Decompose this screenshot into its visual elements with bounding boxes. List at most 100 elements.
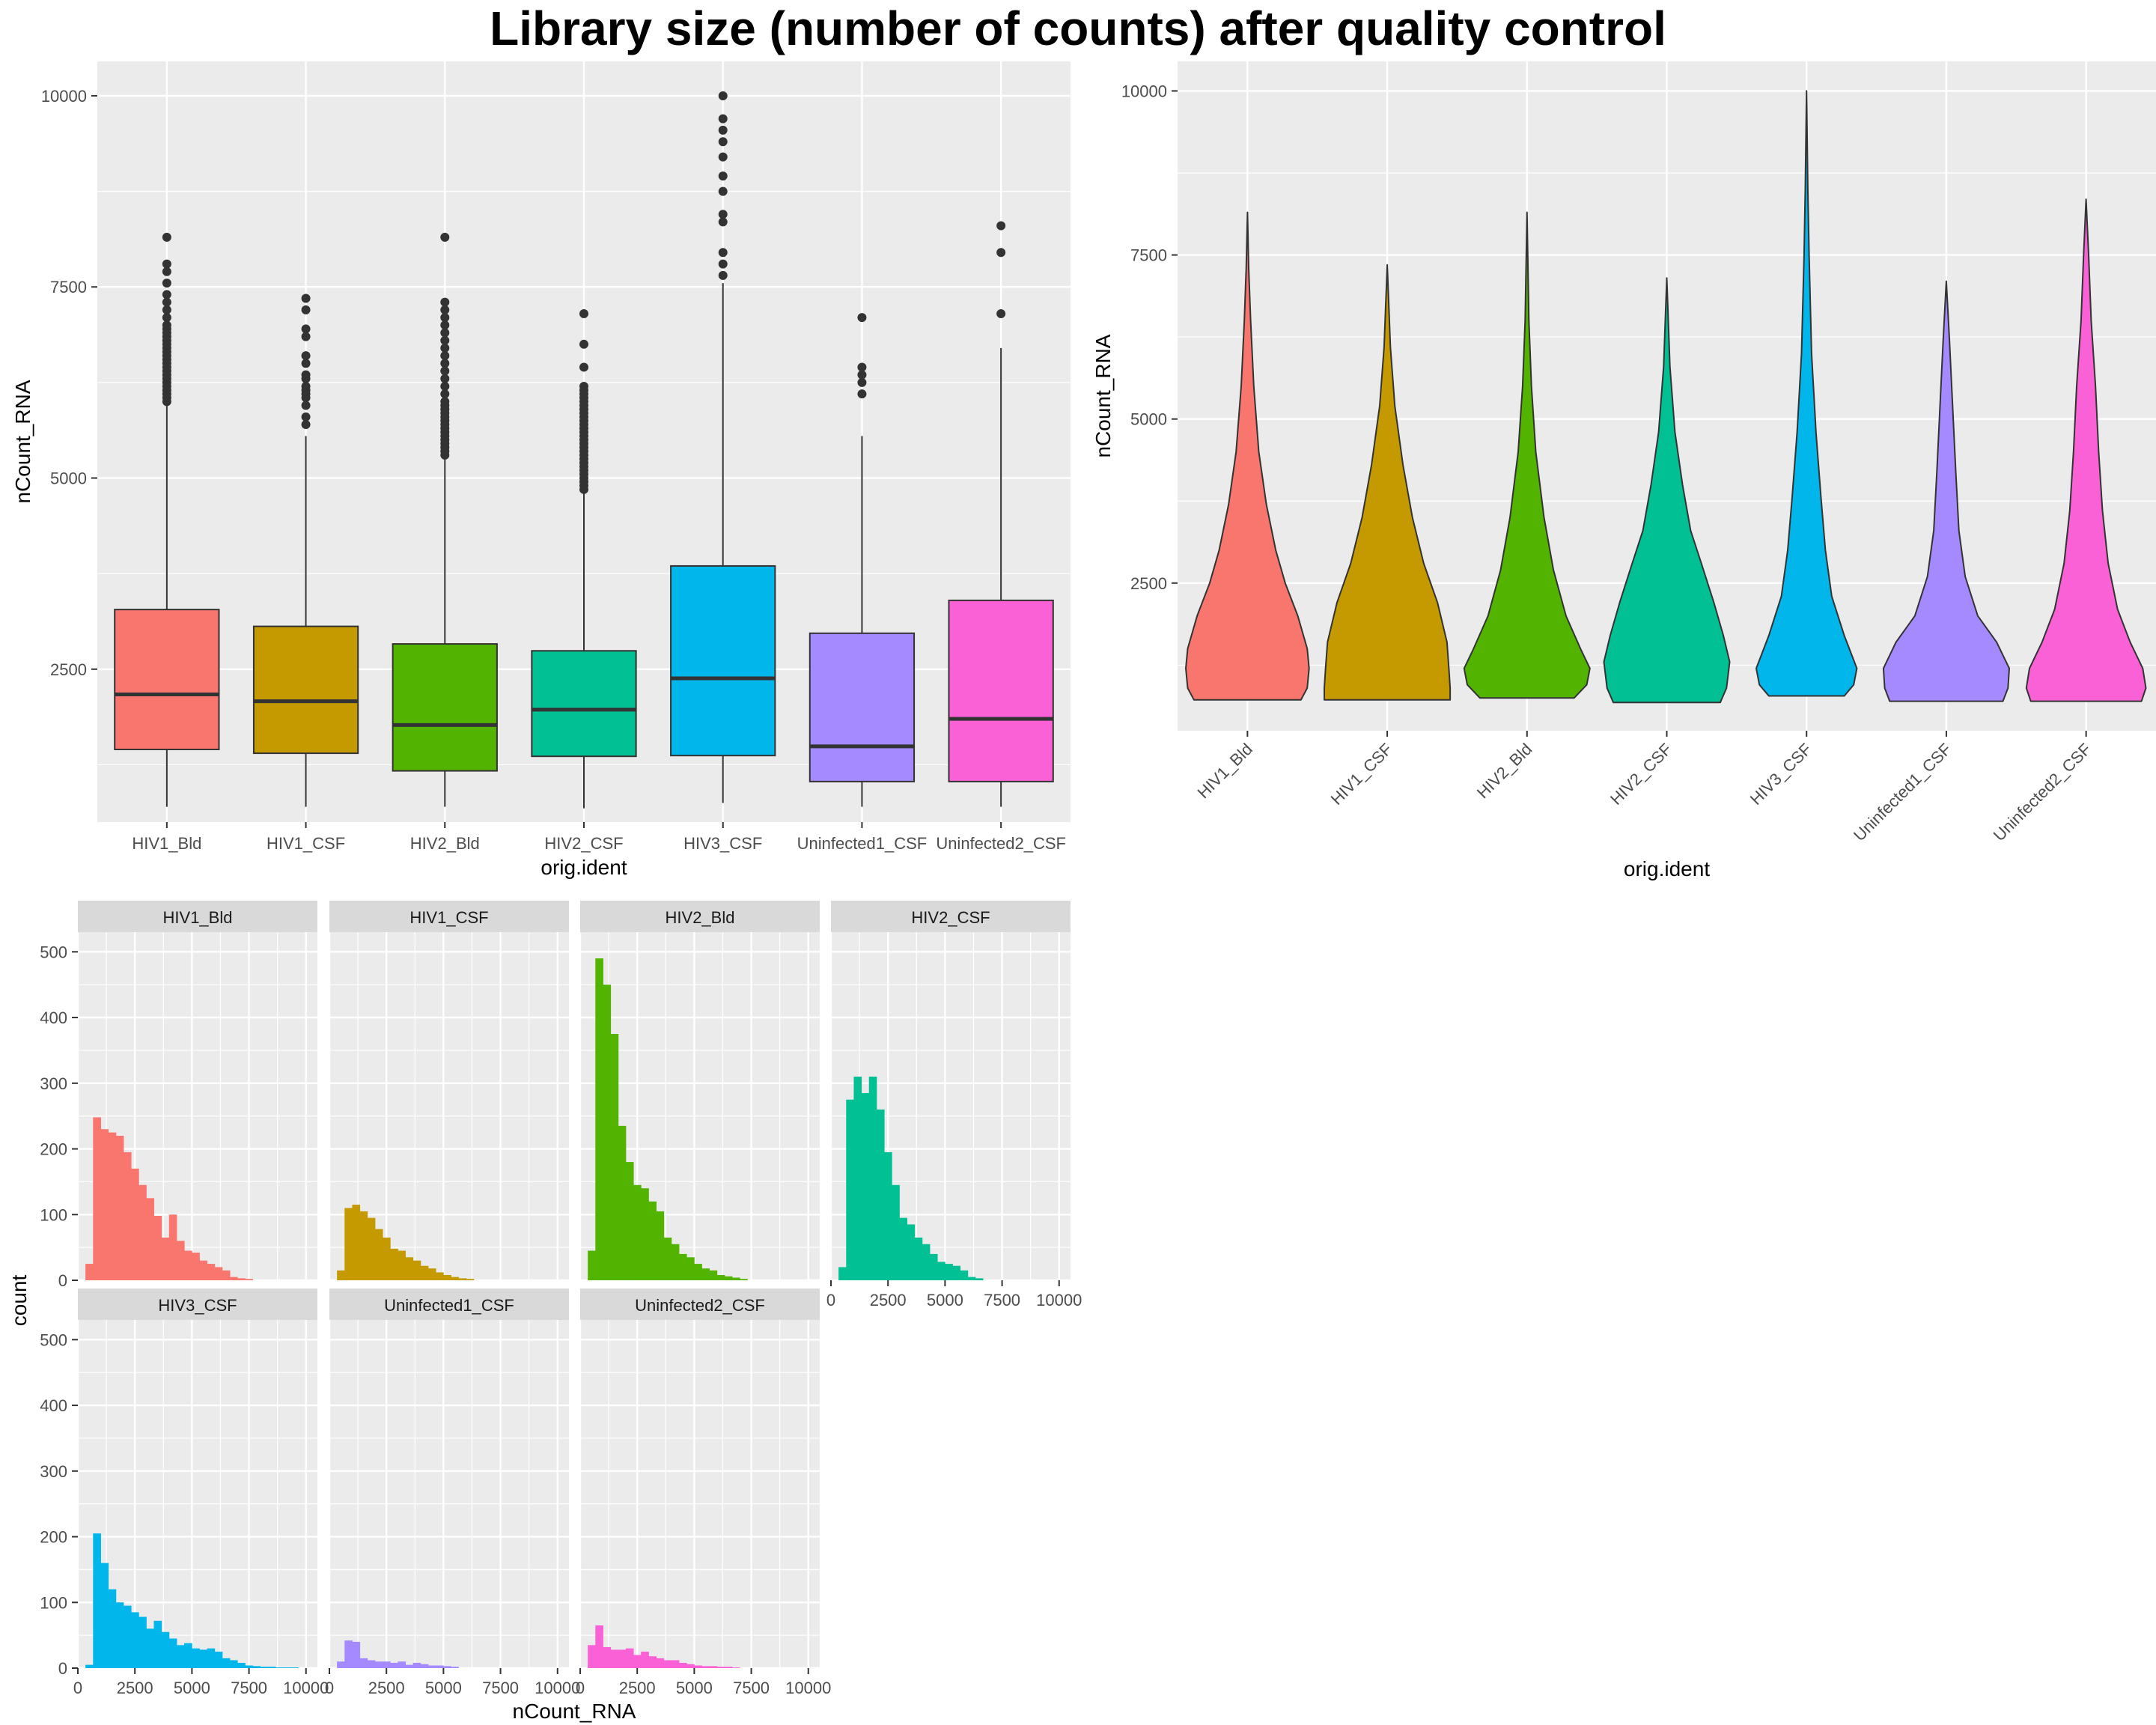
histogram-bar [937,1262,945,1280]
histogram-bar [207,1648,216,1668]
histogram-bar [975,1278,984,1280]
x-tick-label: HIV2_Bld [1473,740,1535,802]
x-tick-label: Uninfected2_CSF [1990,740,2095,845]
outlier-point [301,381,311,391]
facet-strip [78,901,317,932]
x-tick-label: 7500 [733,1679,770,1697]
histogram-bar [374,1229,383,1280]
violin-Uninfected2_CSF [2025,198,2147,702]
histogram-bar [245,1665,253,1668]
histogram-bar [436,1272,444,1280]
histogram-bar [686,1664,695,1668]
outlier-point [301,370,311,380]
histogram-bar [344,1640,353,1668]
histogram-bar [115,1135,124,1280]
x-tick-label: HIV3_CSF [683,834,762,853]
outlier-point [718,270,728,280]
x-tick-label: HIV2_CSF [544,834,623,853]
y-tick-label: 300 [40,1462,67,1481]
histogram-bar [138,1184,147,1280]
histogram-bar [861,1092,870,1280]
outlier-point [440,359,450,368]
y-tick-label: 2500 [1130,574,1167,593]
facet-strip [831,901,1071,932]
histogram-bar [222,1658,231,1668]
histogram-bar [633,1655,642,1668]
histogram-bar [192,1253,200,1280]
histogram-bar [648,1656,657,1668]
x-tick-label: HIV1_CSF [1327,740,1396,809]
histogram-bar [451,1277,460,1280]
y-axis-label: nCount_RNA [11,380,34,503]
box-Uninfected1_CSF [808,632,916,782]
x-tick-label: 10000 [785,1679,831,1697]
x-tick-label: HIV3_CSF [1747,740,1815,809]
histogram-bar [237,1278,246,1280]
outlier-point [440,328,450,338]
histogram-bar [192,1648,200,1668]
histogram-bar [678,1253,687,1280]
histogram-bar [588,1250,596,1280]
histogram-bar [359,1211,368,1280]
histogram-bar [229,1660,238,1668]
x-tick-label: 7500 [984,1291,1020,1309]
x-tick-label: HIV2_Bld [410,834,480,853]
y-tick-label: 5000 [50,469,87,488]
y-tick-label: 400 [40,1008,67,1027]
histogram-bar [922,1244,931,1280]
violin-HIV3_CSF [1755,90,1858,697]
histogram-bar [451,1667,460,1668]
histogram-bar [420,1664,429,1668]
violin-Uninfected1_CSF [1882,280,2010,702]
histogram-bar [412,1662,421,1668]
histogram-bar [176,1241,185,1280]
histogram-bar [671,1660,680,1668]
x-tick-label: 0 [73,1679,82,1697]
histogram-bar [146,1198,154,1280]
histogram-bar [641,1188,649,1280]
x-tick-label: 2500 [117,1679,153,1697]
x-tick-label: Uninfected1_CSF [797,834,928,853]
y-tick-label: 300 [40,1074,67,1093]
histogram-bar [656,1658,665,1668]
x-tick-label: 5000 [425,1679,462,1697]
histogram-bar [214,1652,223,1668]
histogram-bar [853,1077,862,1280]
histogram-bar [443,1274,451,1280]
histogram-bar [427,1665,436,1668]
histogram-bar [100,1129,109,1280]
outlier-point [718,91,728,100]
y-tick-label: 10000 [1121,82,1167,100]
facet-Uninfected1_CSF: Uninfected1_CSF 0 2500 5000 7500 10000 [325,1289,580,1697]
x-tick-label: 0 [826,1291,835,1309]
histogram-bar [420,1265,429,1280]
figure-title: Library size (number of counts) after qu… [490,1,1666,55]
histogram-bar [176,1645,185,1668]
outlier-point [857,313,867,323]
histogram-bar [724,1667,733,1668]
histogram-bar [108,1589,117,1668]
outlier-point [440,320,450,330]
outlier-point [996,221,1006,231]
outlier-point [440,366,450,376]
outlier-point [440,232,450,242]
histogram-bar [283,1667,291,1668]
y-tick-label: 200 [40,1528,67,1547]
facet-strip [580,901,820,932]
outlier-point [440,381,450,391]
outlier-point [301,359,311,368]
x-tick-label: HIV1_Bld [1193,740,1255,802]
x-tick-label: 5000 [927,1291,963,1309]
outlier-point [162,305,171,314]
x-tick-label: 2500 [619,1679,656,1697]
histogram-bar [876,1109,885,1280]
x-tick-label: 0 [325,1679,334,1697]
outlier-point [162,320,171,330]
y-tick-label: 0 [58,1659,67,1678]
x-tick-label: 10000 [1036,1291,1082,1309]
facet-strip [329,901,569,932]
outlier-point [718,248,728,258]
histogram-bar [398,1661,406,1668]
outlier-point [996,308,1006,318]
outlier-point [440,389,450,399]
